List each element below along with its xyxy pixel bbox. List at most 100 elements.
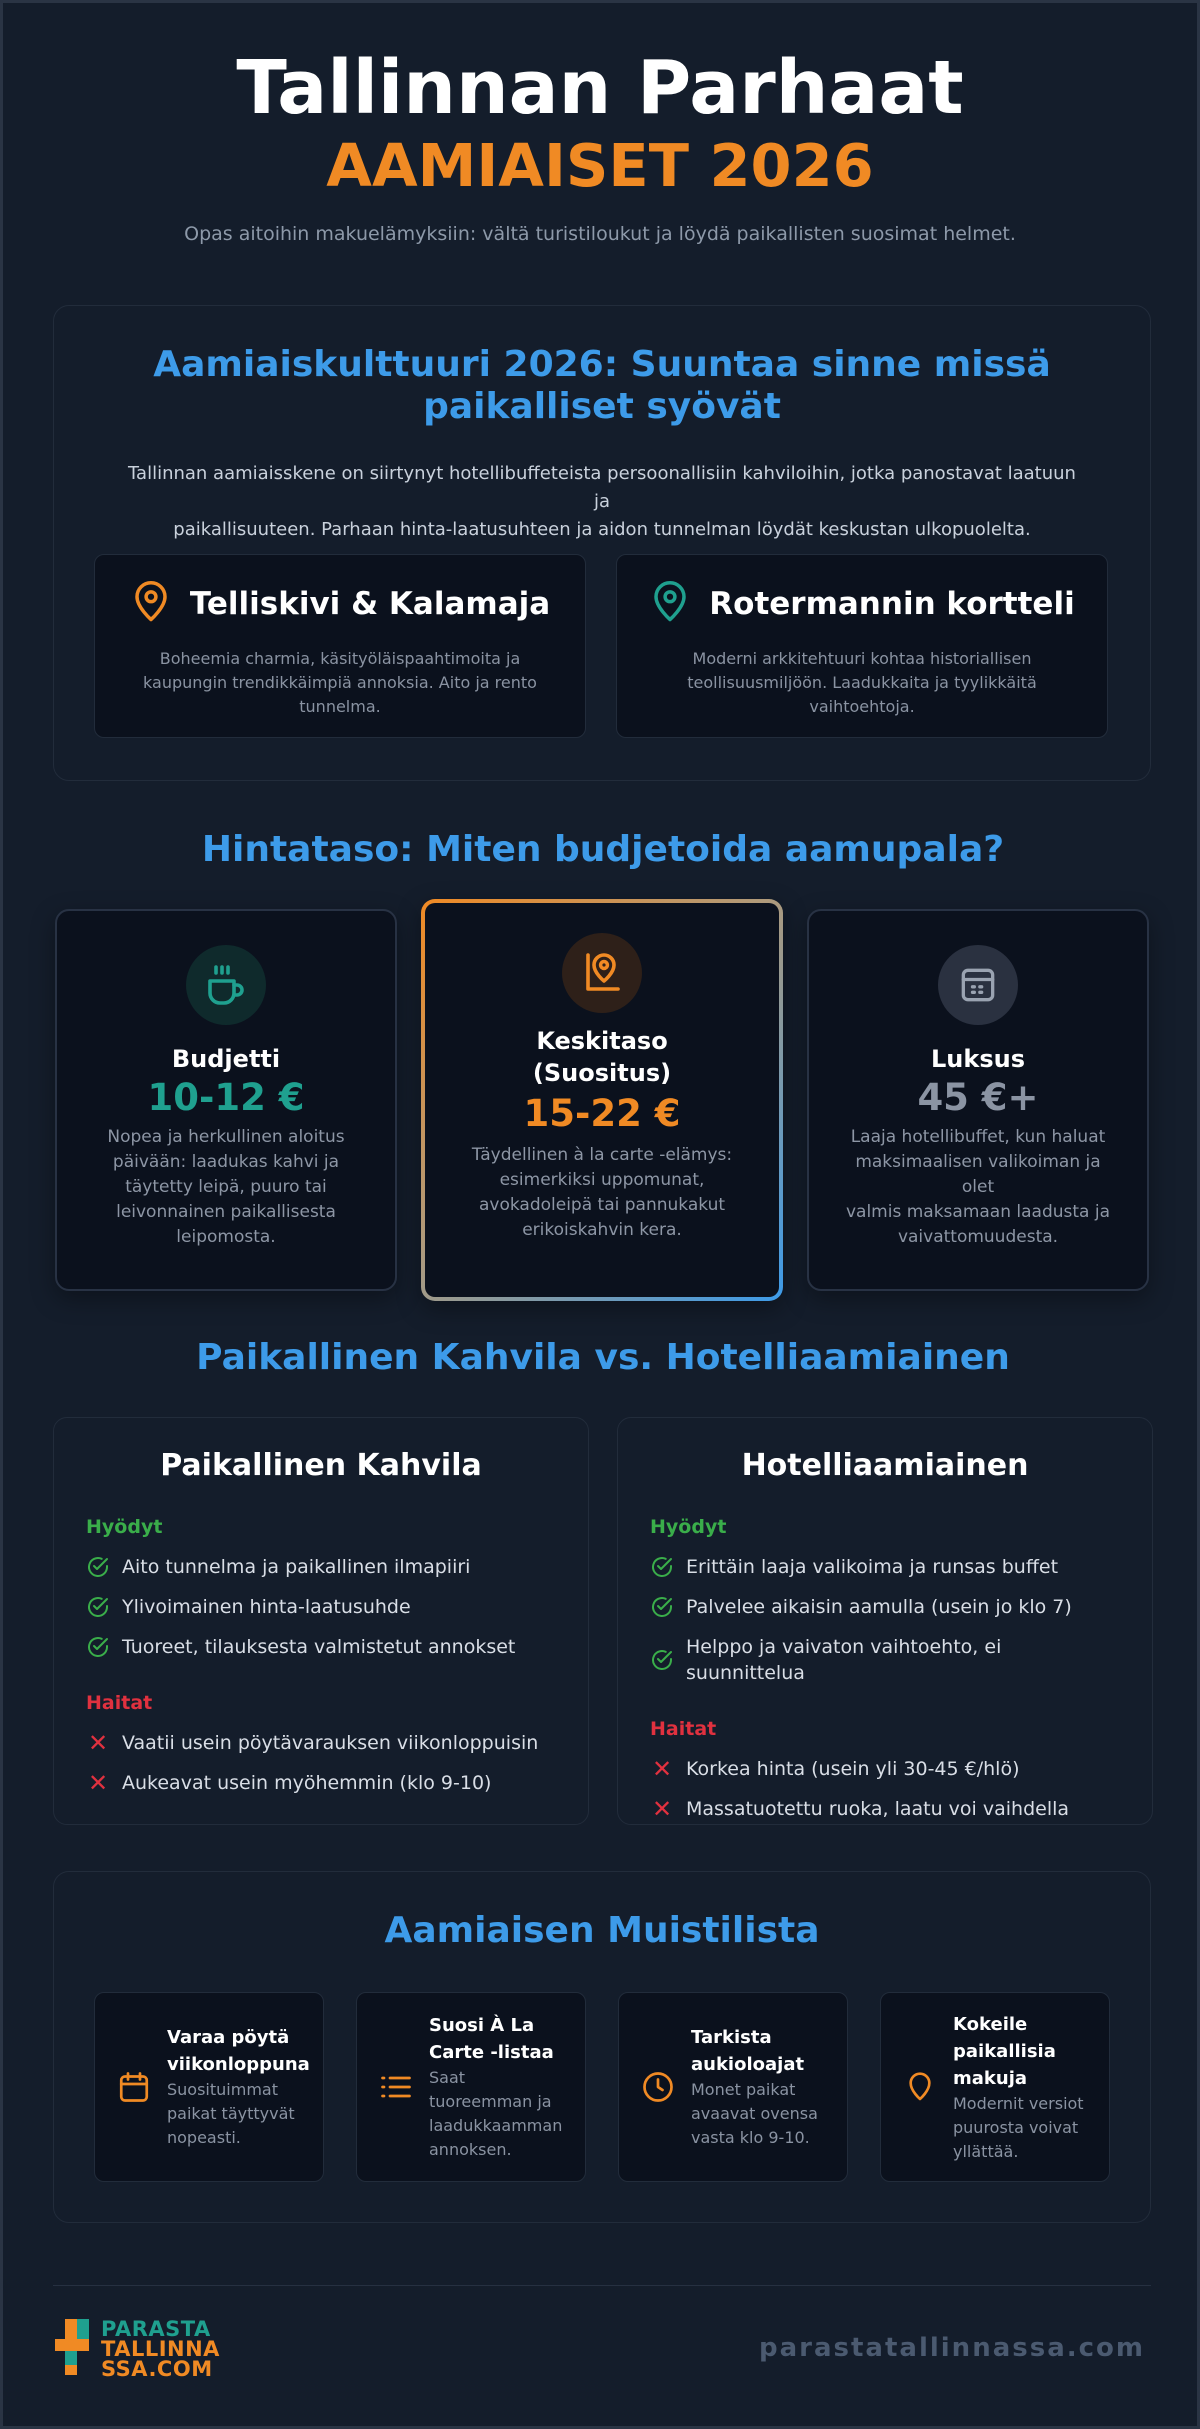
tip-title: Tarkista aukioloajat (691, 2024, 818, 2078)
tip-text-line: annoksen. (429, 2140, 512, 2159)
tip-text-line: Suosituimmat (167, 2080, 278, 2099)
price-description-line: leivonnainen paikallisesta (116, 1202, 336, 1222)
price-description-line: täytetty leipä, puuro tai (125, 1177, 327, 1197)
comparison-column-cafe: Paikallinen Kahvila Hyödyt Aito tunnelma… (53, 1417, 589, 1825)
comparison-column-title: Hotelliaamiainen (741, 1448, 1029, 1483)
page-subtitle: AAMIAISET 2026 (326, 131, 874, 200)
price-tier-name-line: Keskitaso (536, 1027, 668, 1055)
price-card-mid: Keskitaso (Suositus) 15-22 € Täydellinen… (421, 899, 783, 1301)
price-description-line: Nopea ja herkullinen aloitus (107, 1127, 345, 1147)
pro-item: Aito tunnelma ja paikallinen ilmapiiri (86, 1554, 556, 1580)
pro-item: Palvelee aikaisin aamulla (usein jo klo … (650, 1594, 1120, 1620)
area-description-line: kaupungin trendikkäimpiä annoksia. Aito … (143, 673, 537, 692)
check-circle-icon (86, 1595, 110, 1619)
culture-title-line: paikalliset syövät (423, 386, 781, 427)
con-item: ✕ Vaatii usein pöytävarauksen viikonlopp… (86, 1730, 556, 1756)
tip-card-hours: Tarkista aukioloajat Monet paikat avaava… (618, 1992, 848, 2182)
price-description-line: vaivattomuudesta. (897, 1227, 1059, 1247)
area-card-rotermann: Rotermannin kortteli Moderni arkkitehtuu… (616, 554, 1108, 738)
calendar-icon (938, 945, 1018, 1025)
footer-divider (53, 2285, 1151, 2286)
tip-title-line: Varaa pöytä (167, 2027, 290, 2048)
page-title: Tallinnan Parhaat (236, 45, 964, 131)
price-card-budget: Budjetti 10-12 € Nopea ja herkullinen al… (55, 909, 397, 1291)
price-description-line: Laaja hotellibuffet, kun haluat (850, 1127, 1106, 1147)
culture-intro-line: paikallisuuteen. Parhaan hinta-laatusuht… (173, 519, 1031, 540)
pros-label: Hyödyt (650, 1516, 727, 1538)
price-description-line: valmis maksamaan laadusta ja (845, 1202, 1111, 1222)
x-icon: ✕ (87, 1769, 109, 1797)
area-name: Telliskivi & Kalamaja (189, 586, 551, 622)
culture-title-line: Aamiaiskulttuuri 2026: Suuntaa sinne mis… (153, 344, 1051, 385)
site-logo[interactable]: PARASTA TALLINNA SSA.COM (53, 2315, 220, 2383)
price-tier-value: 10-12 € (147, 1076, 305, 1119)
comparison-title: Paikallinen Kahvila vs. Hotelliaamiainen (196, 1337, 1010, 1378)
pro-text: Helppo ja vaivaton vaihtoehto, ei suunni… (686, 1636, 1002, 1684)
tip-text-line: tuoreemman ja (429, 2092, 552, 2111)
con-text: Aukeavat usein myöhemmin (klo 9-10) (122, 1772, 492, 1794)
tip-card-alacarte: Suosi À La Carte -listaa Saat tuoreemman… (356, 1992, 586, 2182)
tip-title: Varaa pöytä viikonloppuna (167, 2024, 310, 2078)
price-tier-description: Laaja hotellibuffet, kun haluat maksimaa… (809, 1125, 1147, 1250)
tip-text-line: nopeasti. (167, 2128, 241, 2147)
culture-intro: Tallinnan aamiaisskene on siirtynyt hote… (54, 460, 1150, 544)
tip-text-line: paikat täyttyvät (167, 2104, 295, 2123)
con-text: Korkea hinta (usein yli 30-45 €/hlö) (686, 1758, 1020, 1780)
culture-intro-line: Tallinnan aamiaisskene on siirtynyt hote… (128, 463, 1076, 512)
coffee-cup-icon (186, 945, 266, 1025)
price-tier-name: Luksus (931, 1045, 1025, 1073)
price-description-line: maksimaalisen valikoiman ja olet (855, 1152, 1101, 1197)
tip-card-local-flavors: Kokeile paikallisia makuja Modernit vers… (880, 1992, 1110, 2182)
area-description: Boheemia charmia, käsityöläispaahtimoita… (135, 647, 545, 719)
con-text: Vaatii usein pöytävarauksen viikonloppui… (122, 1732, 539, 1754)
price-tier-name: Budjetti (171, 1045, 281, 1073)
tip-text: Saat tuoreemman ja laadukkaamman annokse… (429, 2066, 562, 2162)
site-url-link[interactable]: parastatallinnassa.com (759, 2333, 1145, 2363)
location-pin-icon (562, 933, 642, 1013)
price-description-line: Täydellinen à la carte -elämys: (471, 1145, 733, 1165)
logo-wordmark: PARASTA TALLINNA SSA.COM (101, 2319, 220, 2381)
con-item: ✕ Aukeavat usein myöhemmin (klo 9-10) (86, 1770, 556, 1796)
cons-label: Haitat (650, 1718, 717, 1740)
tip-text-line: Modernit versiot (953, 2093, 1084, 2113)
area-description-line: vaihtoehtoja. (809, 697, 915, 716)
pro-text: Erittäin laaja valikoima ja runsas buffe… (686, 1556, 1059, 1578)
price-description-line: päivään: laadukas kahvi ja (112, 1152, 340, 1172)
pro-item: Ylivoimainen hinta-laatusuhde (86, 1594, 556, 1620)
pro-item: Erittäin laaja valikoima ja runsas buffe… (650, 1554, 1120, 1580)
checklist-title: Aamiaisen Muistilista (384, 1910, 820, 1951)
pro-text: Aito tunnelma ja paikallinen ilmapiiri (122, 1556, 471, 1578)
price-tier-description: Täydellinen à la carte -elämys: esimerki… (425, 1143, 779, 1243)
tip-title-line: Suosi À La (429, 2015, 535, 2036)
tip-title: Kokeile paikallisia makuja (953, 2011, 1084, 2092)
area-description: Moderni arkkitehtuuri kohtaa historialli… (657, 647, 1067, 719)
logo-line: SSA.COM (101, 2357, 213, 2381)
price-tier-name: Keskitaso (Suositus) (425, 1025, 779, 1089)
price-tier-name-line: (Suositus) (532, 1059, 672, 1087)
price-tier-description: Nopea ja herkullinen aloitus päivään: la… (57, 1125, 395, 1250)
tip-title: Suosi À La Carte -listaa (429, 2012, 562, 2066)
tip-title-line: makuja (953, 2067, 1028, 2089)
tip-text: Suosituimmat paikat täyttyvät nopeasti. (167, 2078, 310, 2150)
check-circle-icon (650, 1595, 674, 1619)
price-description-line: esimerkiksi uppomunat, (499, 1170, 705, 1190)
check-circle-icon (650, 1648, 674, 1672)
map-pin-icon (130, 579, 172, 629)
tip-title-line: Kokeile (953, 2013, 1028, 2035)
con-item: ✕ Korkea hinta (usein yli 30-45 €/hlö) (650, 1756, 1120, 1782)
checklist-section: Aamiaisen Muistilista Varaa pöytä viikon… (53, 1871, 1151, 2223)
pros-label: Hyödyt (86, 1516, 163, 1538)
area-description-line: tunnelma. (299, 697, 381, 716)
area-description-line: Boheemia charmia, käsityöläispaahtimoita… (159, 649, 521, 668)
map-pin-icon (901, 2069, 939, 2105)
pro-text: Palvelee aikaisin aamulla (usein jo klo … (686, 1596, 1072, 1618)
tip-title-line: paikallisia (953, 2040, 1056, 2062)
tip-title-line: viikonloppuna (167, 2054, 310, 2075)
tip-title-line: Carte -listaa (429, 2042, 554, 2063)
calendar-icon (115, 2069, 153, 2105)
area-description-line: Moderni arkkitehtuuri kohtaa historialli… (692, 649, 1032, 668)
con-text: Massatuotettu ruoka, laatu voi vaihdella (686, 1798, 1070, 1820)
price-tier-value: 45 €+ (917, 1076, 1039, 1119)
logo-line: TALLINNA (101, 2337, 220, 2361)
